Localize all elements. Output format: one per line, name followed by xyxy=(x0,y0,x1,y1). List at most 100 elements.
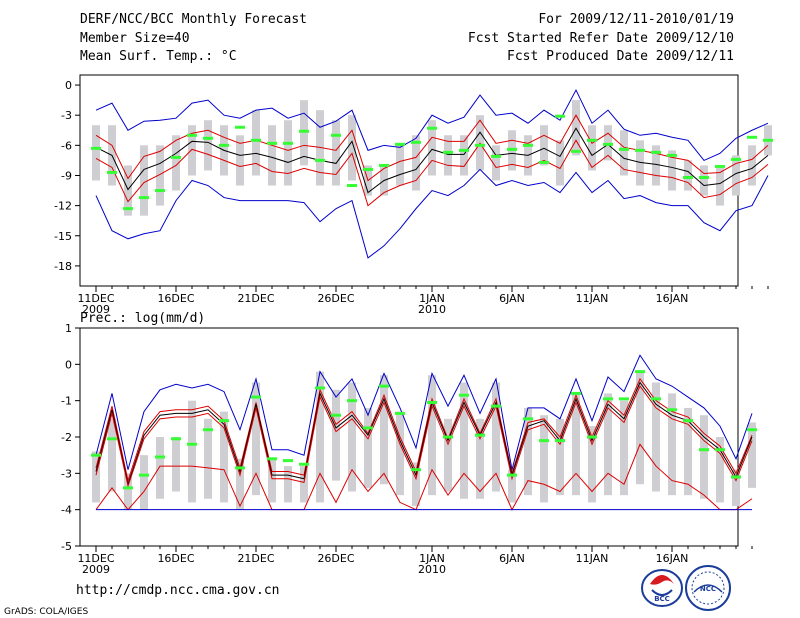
temp-ytick-label: -3 xyxy=(61,109,72,122)
prec-xtick-label: 11JAN xyxy=(576,552,609,565)
prec-spread-box xyxy=(412,462,420,507)
prec-spread-box xyxy=(716,437,724,503)
temp-spread-box xyxy=(460,135,468,176)
prec-xtick-year: 2010 xyxy=(418,563,446,576)
temp-spread-box xyxy=(492,145,500,181)
header-period: For 2009/12/11-2010/01/19 xyxy=(538,12,734,27)
prec-spread-box xyxy=(92,451,100,503)
prec-spread-box xyxy=(508,469,516,503)
temp-series-lower xyxy=(95,139,769,207)
prec-spread-box xyxy=(220,411,228,503)
temp-spread-box xyxy=(140,145,148,216)
prec-spread-box xyxy=(620,400,628,496)
temp-spread-box xyxy=(604,125,612,161)
prec-spread-box xyxy=(380,375,388,485)
prec-spread-box xyxy=(428,375,436,496)
prec-spread-box xyxy=(492,382,500,492)
temp-spread-box xyxy=(348,115,356,181)
prec-spread-box xyxy=(156,437,164,499)
prec-ytick-label: 1 xyxy=(65,322,72,335)
temp-spread-box xyxy=(284,120,292,186)
temp-spread-box xyxy=(172,135,180,191)
temp-spread-box xyxy=(396,145,404,186)
temp-spread-box xyxy=(124,165,132,216)
temp-spread-box xyxy=(556,140,564,186)
prec-spread-box xyxy=(636,371,644,485)
temp-xtick-label: 11DEC xyxy=(77,292,114,305)
prec-xtick-label: 16JAN xyxy=(656,552,689,565)
prec-spread-box xyxy=(748,422,756,488)
prec-spread-box xyxy=(108,418,116,492)
temp-ytick-label: -18 xyxy=(54,260,72,273)
prec-spread-box xyxy=(396,411,404,496)
temp-ytick-label: -15 xyxy=(54,230,72,243)
prec-spread-box xyxy=(332,389,340,481)
prec-spread-box xyxy=(268,458,276,503)
prec-spread-box xyxy=(204,418,212,499)
ncc-logo: NCC xyxy=(685,565,731,611)
temp-series-ensemble-max xyxy=(95,88,769,162)
prec-spread-box xyxy=(316,371,324,503)
prec-spread-box xyxy=(540,415,548,503)
prec-series-upper xyxy=(95,377,753,483)
prec-spread-box xyxy=(140,455,148,510)
prec-ytick-label: -2 xyxy=(61,431,72,444)
temp-spread-box xyxy=(700,165,708,196)
bcc-logo-text: BCC xyxy=(654,595,670,603)
prec-spread-box xyxy=(700,415,708,499)
prec-spread-box xyxy=(252,382,260,496)
prec-ytick-label: -1 xyxy=(61,395,72,408)
prec-xtick-label: 26DEC xyxy=(317,552,354,565)
temp-series-ensemble-mean xyxy=(95,127,769,194)
prec-series-ensemble-max xyxy=(95,354,753,470)
precip-panel-label: Prec.: log(mm/d) xyxy=(80,311,205,326)
temp-ytick-label: 0 xyxy=(65,79,72,92)
prec-spread-box xyxy=(364,407,372,488)
header-start-date: Fcst Started Refer Date 2009/12/10 xyxy=(468,31,734,46)
prec-spread-box xyxy=(524,407,532,496)
prec-xtick-year: 2009 xyxy=(82,563,110,576)
temp-xtick-label: 26DEC xyxy=(317,292,354,305)
temp-xtick-label: 16DEC xyxy=(157,292,194,305)
temp-spread-box xyxy=(716,165,724,206)
prec-ytick-label: -4 xyxy=(61,504,72,517)
temp-spread-box xyxy=(668,150,676,191)
temp-spread-box xyxy=(268,125,276,186)
prec-spread-box xyxy=(684,407,692,496)
header-produced-date: Fcst Produced Date 2009/12/11 xyxy=(507,49,734,64)
prec-spread-box xyxy=(604,393,612,496)
prec-spread-box xyxy=(124,473,132,510)
footer-url[interactable]: http://cmdp.ncc.cma.gov.cn xyxy=(76,583,280,598)
prec-ytick-label: 0 xyxy=(65,358,72,371)
prec-xtick-label: 21DEC xyxy=(237,552,274,565)
temp-spread-box xyxy=(300,100,308,166)
temp-xtick-label: 11JAN xyxy=(576,292,609,305)
prec-ytick-label: -5 xyxy=(61,540,72,553)
header-variable: Mean Surf. Temp.: °C xyxy=(80,49,237,64)
temp-spread-box xyxy=(588,125,596,171)
prec-spread-box xyxy=(652,382,660,492)
temp-spread-box xyxy=(156,145,164,206)
prec-xtick-label: 1JAN xyxy=(419,552,445,565)
grads-credit: GrADS: COLA/IGES xyxy=(4,607,88,617)
temp-xtick-year: 2010 xyxy=(418,303,446,316)
header-title: DERF/NCC/BCC Monthly Forecast xyxy=(80,12,307,27)
prec-series-ensemble-mean xyxy=(95,381,753,487)
prec-spread-box xyxy=(284,466,292,503)
temp-xtick-label: 1JAN xyxy=(419,292,445,305)
temp-spread-box xyxy=(428,120,436,176)
temp-spread-box xyxy=(204,120,212,171)
prec-spread-box xyxy=(588,426,596,503)
prec-xtick-label: 6JAN xyxy=(499,552,525,565)
prec-spread-box xyxy=(300,466,308,503)
temp-spread-box xyxy=(620,130,628,176)
temp-series-ensemble-min xyxy=(95,168,769,259)
bcc-logo: BCC xyxy=(641,569,683,607)
temp-spread-box xyxy=(748,145,756,186)
prec-spread-box xyxy=(348,382,356,492)
ncc-logo-text: NCC xyxy=(700,585,716,593)
prec-spread-box xyxy=(236,458,244,510)
